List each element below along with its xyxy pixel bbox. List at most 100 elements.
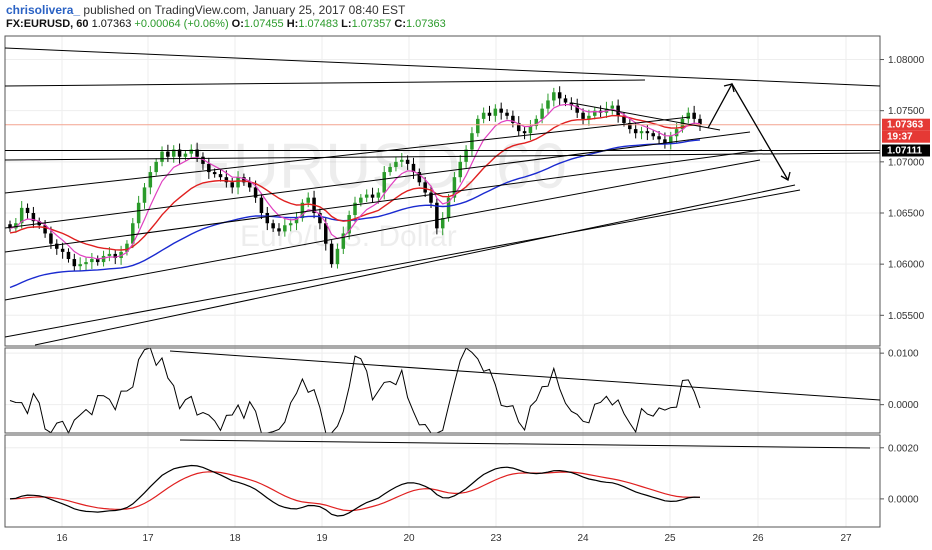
candle-body — [546, 100, 550, 109]
trend-line — [4, 79, 646, 87]
candle-body — [300, 202, 305, 219]
candle-body — [522, 131, 527, 134]
candle-body — [14, 223, 18, 229]
candle-body — [686, 112, 691, 119]
candle-body — [148, 172, 153, 188]
candle-body — [446, 197, 451, 219]
candle-body — [242, 177, 246, 183]
low-value: 1.07357 — [351, 18, 392, 30]
close-label: C: — [394, 18, 406, 30]
candle-body — [476, 118, 480, 134]
ema-mid-line — [9, 114, 700, 251]
y-tick-label: 1.07000 — [888, 157, 925, 168]
low-label: L: — [341, 18, 352, 30]
candle-body — [224, 177, 229, 183]
candle-body — [464, 149, 468, 162]
candle-body — [25, 207, 30, 213]
candle-body — [288, 223, 293, 226]
x-tick-label: 18 — [229, 533, 241, 544]
y-tick-label: 1.05500 — [888, 311, 925, 322]
candle-body — [60, 248, 65, 252]
pane-border — [4, 347, 881, 434]
open-value: 1.07455 — [243, 18, 284, 30]
candle-body — [528, 126, 533, 134]
candle-body — [680, 118, 685, 130]
drawing-lines[interactable] — [4, 47, 881, 449]
osc1-trend-line — [169, 350, 881, 401]
author-link[interactable]: chrisolivera_ — [6, 3, 81, 17]
oscillator-2-line — [9, 464, 701, 517]
candle-body — [49, 233, 53, 244]
x-tick-label: 17 — [142, 533, 154, 544]
trend-line — [4, 131, 751, 229]
candle-body — [505, 112, 509, 116]
pane-frames — [4, 35, 881, 528]
candle-body — [183, 153, 188, 157]
candle-body — [440, 218, 445, 229]
candle-body — [294, 218, 299, 224]
pane-border — [4, 434, 881, 528]
candle-body — [645, 131, 650, 134]
candle-body — [201, 156, 205, 164]
trend-line — [4, 116, 691, 194]
y-tick-label: 1.07500 — [888, 106, 925, 117]
candle-body — [639, 131, 644, 134]
candle-body — [394, 161, 398, 167]
trend-line — [571, 102, 721, 131]
candle-body — [423, 182, 427, 193]
candle-body — [516, 122, 521, 132]
pane-border — [4, 35, 881, 347]
candle-body — [189, 149, 194, 154]
trend-line — [4, 47, 881, 87]
candle-body — [592, 110, 597, 116]
x-tick-label: 27 — [840, 533, 852, 544]
candle-body — [253, 187, 258, 198]
candle-body — [212, 172, 217, 175]
x-tick-label: 24 — [577, 533, 589, 544]
price-pane[interactable] — [5, 86, 880, 289]
candle-body — [370, 194, 375, 198]
candle-body — [195, 149, 199, 157]
oscillator-1-pane[interactable] — [9, 347, 701, 435]
candle-body — [265, 212, 270, 224]
candle-body — [376, 192, 381, 198]
candle-body — [207, 163, 211, 173]
oscillator-2-pane[interactable] — [9, 464, 701, 517]
candle-body — [277, 228, 281, 232]
candle-body — [329, 243, 334, 265]
horizontal-line-label: 1.07111 — [887, 145, 922, 156]
candle-body — [72, 259, 77, 267]
high-value: 1.07483 — [298, 18, 339, 30]
candle-body — [324, 223, 328, 244]
candle-body — [657, 136, 661, 140]
x-tick-label: 19 — [316, 533, 328, 544]
axes: 16 17 18 19 20 23 24 25 26 27 1.08000 1.07500 1.0700… — [56, 55, 924, 544]
y-tick-label: 1.06500 — [888, 208, 925, 219]
x-tick-label: 26 — [752, 533, 764, 544]
candle-body — [400, 159, 404, 162]
candle-body — [674, 129, 679, 137]
current-price-label: 1.07363 — [887, 120, 924, 131]
candle-body — [452, 177, 457, 198]
candle-body — [651, 133, 655, 137]
candle-body — [698, 118, 702, 126]
candle-body — [78, 264, 82, 267]
ema-fast-line — [9, 103, 701, 260]
candle-body — [610, 105, 615, 109]
osc2-trend-line — [179, 439, 871, 449]
last-price: 1.07363 — [91, 18, 132, 30]
candle-body — [575, 105, 579, 113]
candle-body — [131, 223, 135, 244]
oscillator-2-signal-line — [9, 471, 700, 512]
candle-body — [511, 115, 515, 123]
candle-body — [540, 108, 544, 119]
candle-body — [154, 161, 158, 173]
candle-body — [218, 174, 223, 178]
candle-body — [364, 194, 369, 198]
candle-body — [230, 182, 234, 188]
countdown-label-box — [882, 130, 930, 143]
osc1-y-tick-label: 0.0000 — [888, 400, 919, 411]
candle-body — [435, 202, 439, 229]
x-tick-label: 23 — [490, 533, 502, 544]
